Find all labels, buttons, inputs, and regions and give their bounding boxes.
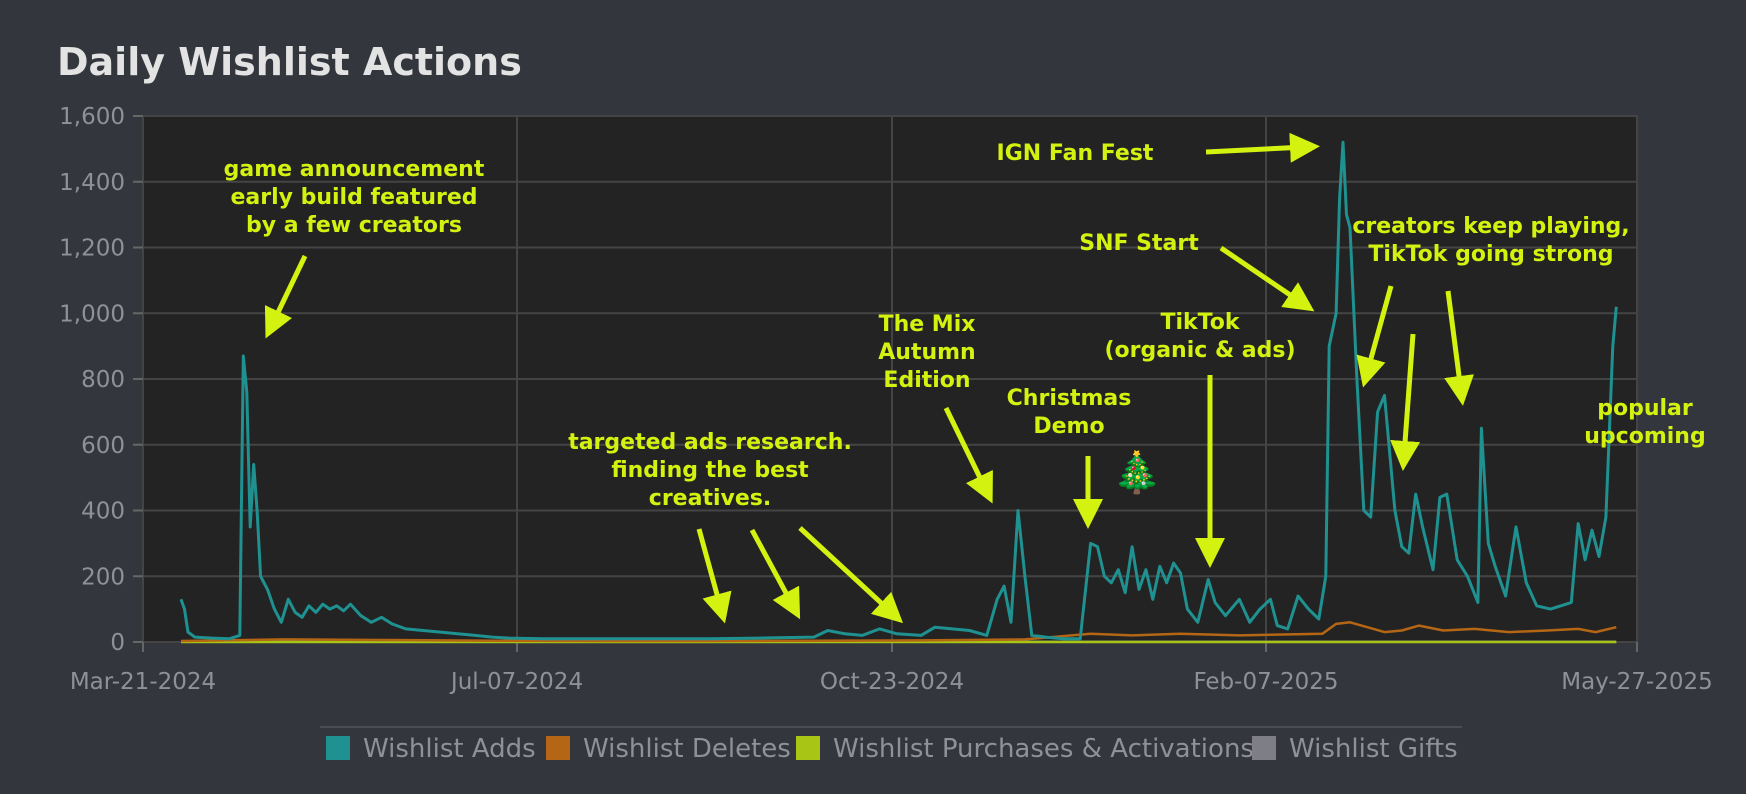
annotation-text: upcoming <box>1584 424 1705 449</box>
annotation-text: finding the best <box>611 458 809 483</box>
legend-swatch <box>546 736 570 760</box>
legend-swatch <box>796 736 820 760</box>
annotation-arrow <box>1219 245 1315 312</box>
annotation-text: popular <box>1597 396 1693 421</box>
annotation-arrow <box>749 528 801 620</box>
y-tick-label: 600 <box>81 433 125 459</box>
annotation-arrow <box>264 254 308 339</box>
annotation-arrow <box>1444 290 1474 406</box>
annotation-arrow <box>1205 132 1320 163</box>
annotation-arrow <box>1390 333 1421 471</box>
annotation-text: by a few creators <box>246 213 462 238</box>
annotation-text: SNF Start <box>1079 231 1199 256</box>
legend-swatch <box>326 736 350 760</box>
legend-label[interactable]: Wishlist Gifts <box>1289 734 1458 764</box>
chart-title: Daily Wishlist Actions <box>57 40 522 84</box>
x-tick-label: Mar-21-2024 <box>70 669 216 695</box>
x-axis: Mar-21-2024 Jul-07-2024 Oct-23-2024 Feb-07-… <box>70 642 1713 695</box>
annotation-arrow <box>1356 285 1394 388</box>
annotation-arrow <box>798 526 904 624</box>
x-tick-label: May-27-2025 <box>1561 669 1713 695</box>
legend: Wishlist Adds Wishlist Deletes Wishlist Pu… <box>326 734 1458 764</box>
annotation-text: targeted ads research. <box>568 430 852 455</box>
legend-label[interactable]: Wishlist Adds <box>363 734 536 764</box>
annotation-text: TikTok going strong <box>1368 242 1613 267</box>
x-tick-label: Jul-07-2024 <box>449 669 583 695</box>
x-tick-label: Oct-23-2024 <box>820 669 964 695</box>
annotation-arrow <box>943 406 993 504</box>
annotation-text: game announcement <box>224 157 485 182</box>
christmas-tree-icon: 🎄 <box>1112 449 1162 496</box>
y-tick-label: 1,400 <box>59 170 125 196</box>
y-tick-label: 400 <box>81 499 125 525</box>
series-line-1 <box>180 621 1617 643</box>
y-tick-label: 800 <box>81 367 125 393</box>
legend-swatch <box>1252 736 1276 760</box>
annotation-text: creatives. <box>649 486 771 511</box>
annotation-arrow <box>696 528 732 624</box>
annotation-text: IGN Fan Fest <box>997 141 1154 166</box>
annotation-text: The Mix <box>879 312 976 337</box>
annotation-text: TikTok <box>1160 310 1240 335</box>
annotation-text: (organic & ads) <box>1104 338 1295 363</box>
legend-label[interactable]: Wishlist Deletes <box>583 734 791 764</box>
y-tick-label: 0 <box>110 630 125 656</box>
annotation-text: Autumn <box>878 340 975 365</box>
annotation-text: creators keep playing, <box>1352 214 1629 239</box>
annotation-text: Christmas <box>1007 386 1132 411</box>
annotation-text: early build featured <box>230 185 477 210</box>
y-tick-label: 1,200 <box>59 236 125 262</box>
y-tick-label: 1,600 <box>59 104 125 130</box>
series-lines <box>179 140 1618 644</box>
x-tick-label: Feb-07-2025 <box>1193 669 1338 695</box>
annotation-text: Edition <box>883 368 970 393</box>
legend-label[interactable]: Wishlist Purchases & Activations <box>833 734 1254 764</box>
series-line-0 <box>179 140 1618 641</box>
y-tick-label: 200 <box>81 564 125 590</box>
y-tick-label: 1,000 <box>59 301 125 327</box>
annotations: game announcement early build featured by … <box>224 132 1706 624</box>
y-axis: 0 200 400 600 800 1,000 1,200 1,400 1,600 <box>59 104 143 656</box>
annotation-text: Demo <box>1033 414 1104 439</box>
